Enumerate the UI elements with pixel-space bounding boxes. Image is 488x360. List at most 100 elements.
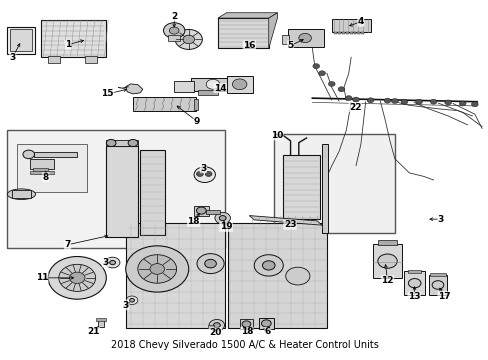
Text: 14: 14 bbox=[214, 84, 226, 93]
Circle shape bbox=[196, 207, 206, 214]
Circle shape bbox=[196, 171, 203, 176]
Bar bbox=[30, 171, 54, 174]
Bar bbox=[337, 32, 340, 34]
Text: 17: 17 bbox=[437, 292, 449, 301]
Bar bbox=[98, 319, 103, 327]
Text: 15: 15 bbox=[102, 89, 114, 98]
Circle shape bbox=[59, 264, 96, 291]
Bar bbox=[333, 32, 336, 34]
Text: 3: 3 bbox=[102, 258, 108, 267]
Bar bbox=[357, 32, 360, 34]
Circle shape bbox=[345, 96, 351, 101]
Circle shape bbox=[390, 99, 397, 103]
Text: 5: 5 bbox=[287, 41, 293, 50]
Bar bbox=[10, 30, 32, 51]
Ellipse shape bbox=[7, 189, 36, 199]
Bar bbox=[404, 271, 424, 294]
Circle shape bbox=[262, 261, 274, 270]
Circle shape bbox=[384, 98, 390, 103]
Bar bbox=[282, 35, 288, 44]
Bar bbox=[226, 76, 253, 93]
Circle shape bbox=[205, 171, 212, 176]
Circle shape bbox=[377, 254, 396, 268]
Circle shape bbox=[109, 260, 115, 265]
Circle shape bbox=[285, 267, 309, 285]
Text: 18: 18 bbox=[240, 328, 253, 337]
Bar bbox=[273, 134, 394, 233]
Circle shape bbox=[197, 254, 224, 274]
Polygon shape bbox=[249, 216, 322, 225]
Circle shape bbox=[470, 102, 477, 107]
Circle shape bbox=[215, 212, 230, 224]
Bar bbox=[345, 32, 348, 34]
Text: 23: 23 bbox=[283, 220, 296, 229]
Bar bbox=[33, 168, 47, 172]
Bar bbox=[193, 206, 209, 216]
Bar bbox=[349, 32, 352, 34]
Circle shape bbox=[48, 257, 106, 299]
Circle shape bbox=[129, 298, 134, 302]
Bar bbox=[198, 90, 217, 95]
Bar bbox=[377, 240, 396, 245]
Bar bbox=[331, 19, 370, 32]
Circle shape bbox=[204, 259, 216, 268]
Text: 22: 22 bbox=[348, 103, 361, 112]
Circle shape bbox=[194, 167, 215, 183]
Text: 20: 20 bbox=[209, 328, 221, 337]
Circle shape bbox=[232, 79, 246, 90]
Circle shape bbox=[337, 87, 344, 92]
Text: 3: 3 bbox=[437, 215, 443, 224]
Text: 11: 11 bbox=[36, 273, 48, 282]
Text: 9: 9 bbox=[193, 117, 200, 126]
Bar bbox=[41, 20, 106, 57]
Text: 8: 8 bbox=[42, 173, 49, 182]
Bar bbox=[429, 273, 445, 276]
Polygon shape bbox=[268, 13, 277, 48]
Circle shape bbox=[126, 296, 138, 305]
Bar bbox=[140, 150, 164, 235]
Bar bbox=[353, 32, 356, 34]
Circle shape bbox=[175, 30, 202, 49]
Circle shape bbox=[415, 99, 422, 104]
Bar bbox=[106, 140, 138, 146]
Bar bbox=[283, 155, 319, 219]
Bar bbox=[168, 35, 180, 41]
Circle shape bbox=[366, 98, 373, 103]
Circle shape bbox=[206, 79, 219, 89]
Bar bbox=[372, 244, 401, 278]
Circle shape bbox=[128, 139, 138, 147]
Bar bbox=[407, 270, 420, 273]
Circle shape bbox=[163, 23, 184, 39]
Bar bbox=[259, 318, 273, 329]
Text: 2018 Chevy Silverado 1500 A/C & Heater Control Units: 2018 Chevy Silverado 1500 A/C & Heater C… bbox=[110, 340, 378, 350]
Bar bbox=[322, 144, 327, 233]
Text: 16: 16 bbox=[243, 41, 255, 50]
Circle shape bbox=[458, 101, 465, 106]
Circle shape bbox=[169, 27, 179, 34]
Bar bbox=[17, 144, 87, 193]
Circle shape bbox=[407, 279, 420, 288]
Bar bbox=[361, 32, 364, 34]
Text: 3: 3 bbox=[200, 164, 206, 173]
Circle shape bbox=[242, 321, 250, 327]
Circle shape bbox=[400, 99, 407, 104]
Circle shape bbox=[328, 81, 334, 86]
Circle shape bbox=[105, 257, 120, 268]
Text: 18: 18 bbox=[187, 217, 200, 226]
Polygon shape bbox=[217, 13, 277, 18]
Bar bbox=[7, 27, 35, 54]
Circle shape bbox=[150, 264, 164, 274]
Bar bbox=[12, 190, 31, 198]
Bar bbox=[428, 275, 446, 294]
Bar bbox=[7, 130, 224, 248]
Bar bbox=[106, 146, 138, 237]
Circle shape bbox=[318, 71, 325, 76]
Circle shape bbox=[312, 64, 319, 69]
Circle shape bbox=[431, 281, 443, 289]
Circle shape bbox=[138, 255, 176, 283]
Circle shape bbox=[183, 35, 194, 44]
Text: 12: 12 bbox=[381, 276, 393, 285]
Circle shape bbox=[106, 139, 116, 147]
Bar bbox=[205, 210, 220, 214]
Circle shape bbox=[254, 255, 283, 276]
